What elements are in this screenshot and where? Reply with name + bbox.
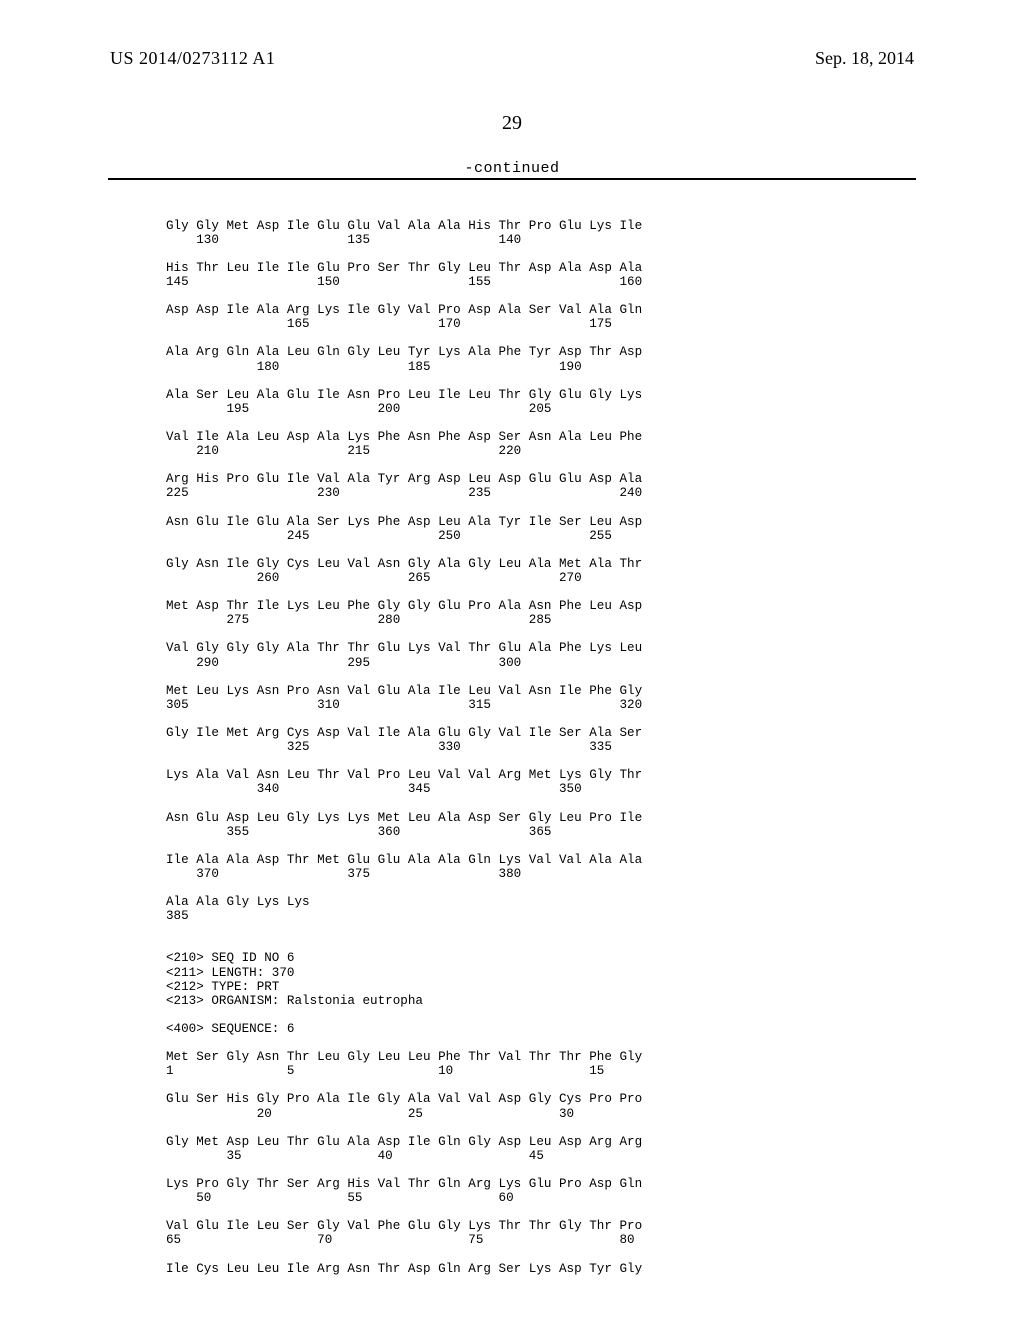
publication-date: Sep. 18, 2014 [815, 48, 914, 69]
horizontal-rule [108, 178, 916, 180]
continued-label: -continued [0, 160, 1024, 177]
sequence-listing: Gly Gly Met Asp Ile Glu Glu Val Ala Ala … [166, 219, 642, 1276]
publication-number: US 2014/0273112 A1 [110, 48, 275, 69]
page-number: 29 [0, 112, 1024, 135]
page: US 2014/0273112 A1 Sep. 18, 2014 29 -con… [0, 0, 1024, 1320]
